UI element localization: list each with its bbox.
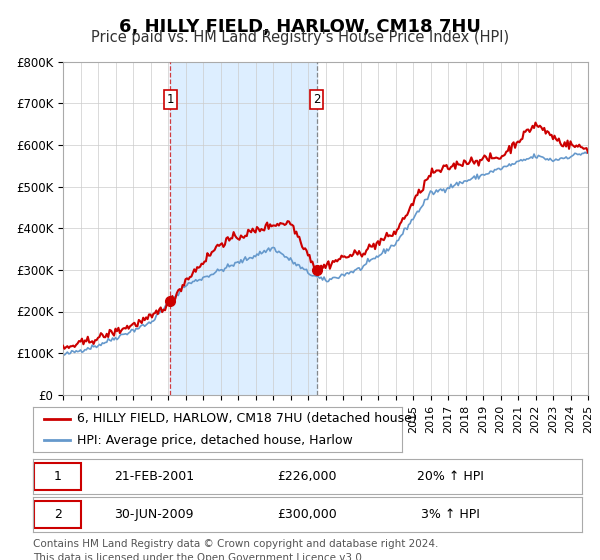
- FancyBboxPatch shape: [34, 501, 81, 528]
- Text: Contains HM Land Registry data © Crown copyright and database right 2024.
This d: Contains HM Land Registry data © Crown c…: [33, 539, 439, 560]
- Text: 30-JUN-2009: 30-JUN-2009: [114, 508, 194, 521]
- Text: Price paid vs. HM Land Registry's House Price Index (HPI): Price paid vs. HM Land Registry's House …: [91, 30, 509, 45]
- Text: 2: 2: [54, 508, 62, 521]
- Text: 6, HILLY FIELD, HARLOW, CM18 7HU: 6, HILLY FIELD, HARLOW, CM18 7HU: [119, 18, 481, 36]
- Bar: [170, 62, 317, 395]
- Text: HPI: Average price, detached house, Harlow: HPI: Average price, detached house, Harl…: [77, 433, 353, 446]
- Text: 21-FEB-2001: 21-FEB-2001: [114, 470, 194, 483]
- Text: 6, HILLY FIELD, HARLOW, CM18 7HU (detached house): 6, HILLY FIELD, HARLOW, CM18 7HU (detach…: [77, 413, 417, 426]
- Text: 1: 1: [54, 470, 62, 483]
- FancyBboxPatch shape: [34, 463, 81, 490]
- Text: 3% ↑ HPI: 3% ↑ HPI: [421, 508, 479, 521]
- Text: £300,000: £300,000: [278, 508, 337, 521]
- Text: 2: 2: [313, 92, 320, 106]
- Text: 1: 1: [167, 92, 174, 106]
- Text: £226,000: £226,000: [278, 470, 337, 483]
- Text: 20% ↑ HPI: 20% ↑ HPI: [417, 470, 484, 483]
